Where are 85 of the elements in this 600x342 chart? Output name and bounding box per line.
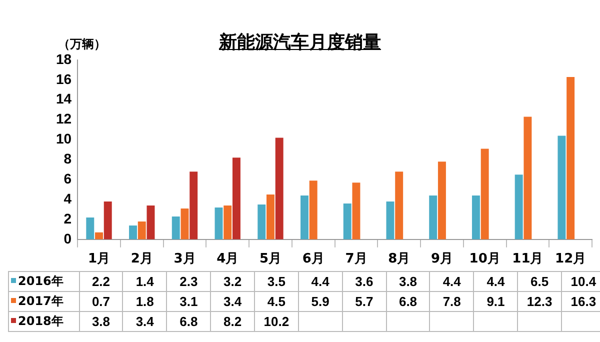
data-label: 3.5 <box>254 272 298 292</box>
bar <box>138 221 146 240</box>
data-label: 4.4 <box>474 272 518 292</box>
y-axis-title: （万辆） <box>58 36 106 53</box>
bar <box>146 206 155 240</box>
data-label: 2.3 <box>166 272 211 292</box>
y-tick-label: 18 <box>56 50 72 67</box>
data-label: 10.2 <box>254 312 298 332</box>
bar <box>104 202 112 240</box>
y-tick-label: 4 <box>64 190 72 206</box>
bar <box>429 196 438 240</box>
data-label: 6.5 <box>518 272 562 292</box>
bar <box>172 216 180 240</box>
y-tick-label: 0 <box>64 230 72 246</box>
bar <box>395 172 404 240</box>
data-label: 1.4 <box>122 272 167 292</box>
data-label: 6.8 <box>166 312 211 332</box>
bar <box>180 208 189 240</box>
data-label: 4.4 <box>298 272 342 292</box>
x-tick-label: 7月 <box>345 252 368 267</box>
bar <box>514 174 523 240</box>
bar <box>275 138 284 240</box>
data-label: 3.1 <box>166 292 211 312</box>
bar <box>472 196 480 240</box>
bar <box>129 225 138 240</box>
bar <box>309 180 318 240</box>
y-tick-label: 2 <box>64 210 72 226</box>
bar <box>386 202 394 240</box>
x-tick-label: 6月 <box>302 252 324 267</box>
data-label: 6.8 <box>386 292 430 312</box>
bar <box>232 158 240 240</box>
x-tick-label: 11月 <box>512 252 544 267</box>
bar <box>258 204 266 240</box>
bar <box>95 232 103 240</box>
y-tick-label: 14 <box>56 90 72 107</box>
bar <box>524 116 532 240</box>
data-label: 4.4 <box>430 272 474 292</box>
y-tick-label: 6 <box>64 170 72 186</box>
data-label: 3.4 <box>122 312 167 332</box>
x-tick-label: 4月 <box>216 252 239 267</box>
x-tick-label: 3月 <box>174 252 196 267</box>
data-label: 8.2 <box>210 312 254 332</box>
chart-title: 新能源汽车月度销量 <box>219 32 381 53</box>
bar <box>214 208 223 240</box>
bar <box>224 206 232 240</box>
y-tick-label: 8 <box>64 150 72 167</box>
bar <box>438 162 446 240</box>
data-label: 0.7 <box>79 292 123 312</box>
data-label: 5.7 <box>342 292 386 312</box>
data-label: 9.1 <box>474 292 518 312</box>
data-label: 10.4 <box>562 272 600 292</box>
x-tick-label: 1月 <box>88 252 110 267</box>
x-tick-label: 9月 <box>430 252 453 267</box>
bar <box>566 76 575 240</box>
data-label: 12.3 <box>518 292 562 312</box>
bar <box>558 136 566 240</box>
bar <box>300 196 308 240</box>
bar <box>86 217 94 240</box>
bar <box>352 182 360 240</box>
data-label: 3.4 <box>210 292 254 312</box>
data-label: 3.2 <box>210 272 254 292</box>
data-label: 4.5 <box>254 292 298 312</box>
data-label: 7.8 <box>430 292 474 312</box>
x-tick-label: 10月 <box>469 252 500 267</box>
data-label: 2.2 <box>79 272 123 292</box>
data-label: 1.8 <box>122 292 167 312</box>
y-tick-label: 16 <box>56 70 72 87</box>
data-label: 3.8 <box>386 272 430 292</box>
legend-label: 2017年 <box>8 292 80 312</box>
y-tick-label: 10 <box>56 130 72 147</box>
bar <box>343 204 352 240</box>
bar <box>266 194 274 240</box>
data-label: 3.8 <box>79 312 123 332</box>
bar <box>480 148 489 240</box>
x-tick-label: 5月 <box>259 252 282 267</box>
data-label: 5.9 <box>298 292 342 312</box>
legend-label: 2016年 <box>8 272 80 292</box>
x-tick-label: 2月 <box>130 252 153 267</box>
legend-label: 2018年 <box>8 312 80 332</box>
x-tick-label: 12月 <box>555 252 586 267</box>
bar <box>190 172 198 240</box>
data-label: 3.6 <box>342 272 386 292</box>
data-label: 16.3 <box>562 292 600 312</box>
y-tick-label: 12 <box>56 110 72 127</box>
x-tick-label: 8月 <box>388 252 410 267</box>
